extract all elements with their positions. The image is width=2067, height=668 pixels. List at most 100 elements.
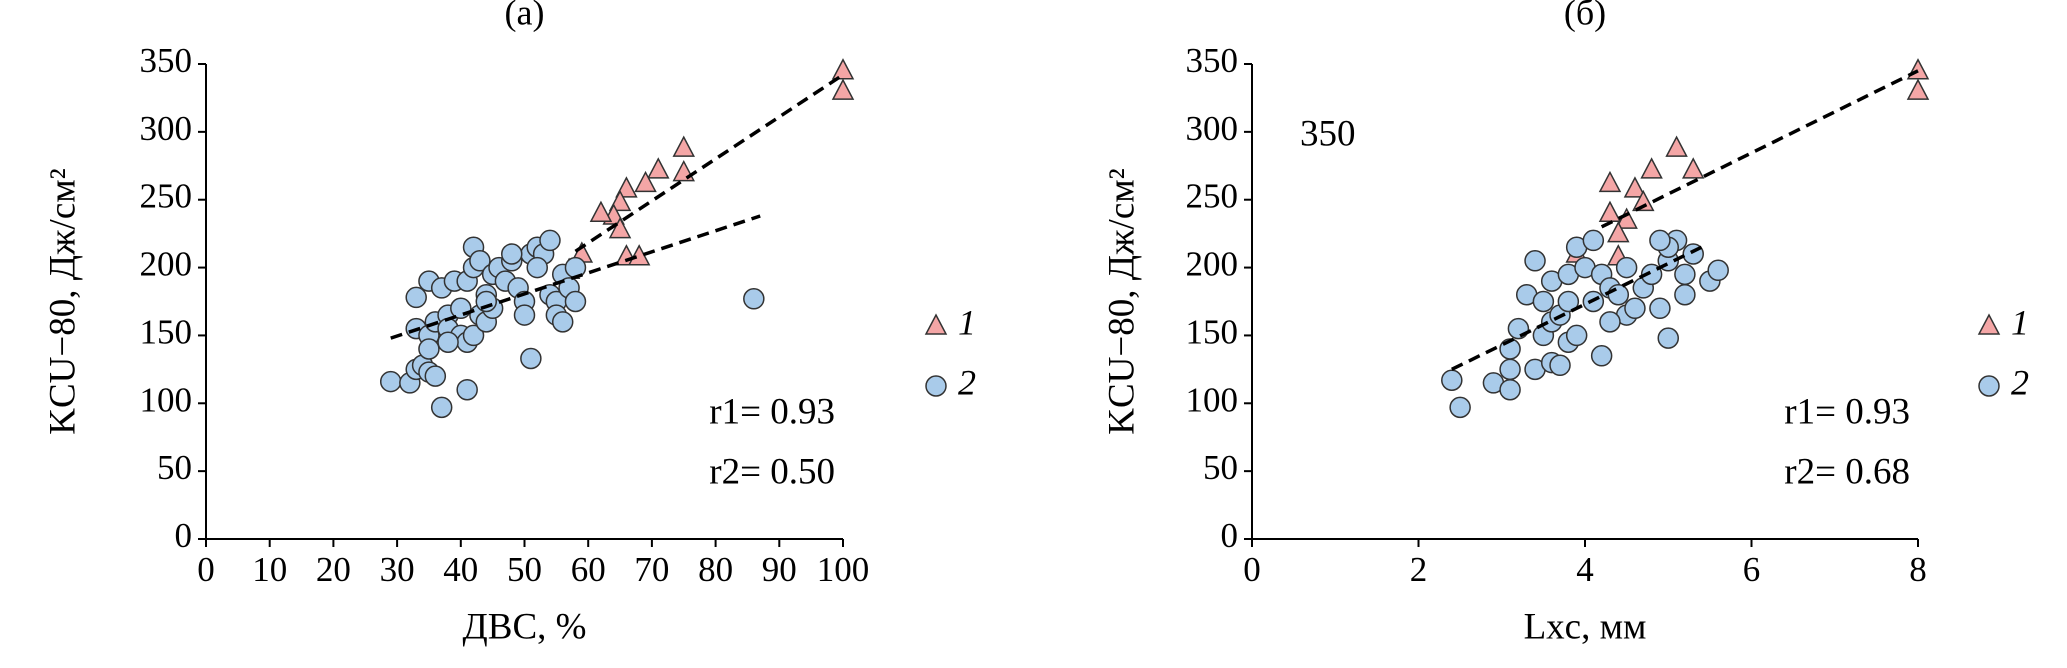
circle-marker xyxy=(925,375,947,397)
circle-marker xyxy=(1499,378,1521,401)
x-tick-label: 70 xyxy=(634,550,669,589)
annotation: r2= 0.68 xyxy=(1784,451,1910,492)
fit-line xyxy=(390,214,761,340)
x-tick-label: 80 xyxy=(698,550,733,589)
circle-marker xyxy=(462,324,485,347)
x-tick-label: 10 xyxy=(252,550,287,589)
x-tick-label: 40 xyxy=(443,550,478,589)
triangle-marker xyxy=(831,78,855,100)
triangle-marker xyxy=(1640,157,1663,179)
circle-marker xyxy=(513,304,536,326)
triangle-marker xyxy=(672,159,695,182)
circle-marker xyxy=(1607,283,1630,306)
x-tick-label: 0 xyxy=(1243,550,1261,589)
fit-line xyxy=(1451,245,1703,371)
x-tick-label: 100 xyxy=(817,550,870,589)
circle-marker xyxy=(1649,229,1671,252)
y-tick-label: 50 xyxy=(157,448,192,487)
triangle-marker xyxy=(615,176,638,198)
x-axis-label: ДВС, % xyxy=(463,606,587,647)
x-axis-label: Lxc, мм xyxy=(1524,606,1647,647)
triangle-marker xyxy=(589,200,613,223)
legend-label: 2 xyxy=(958,362,976,402)
x-tick-label: 90 xyxy=(762,550,797,589)
y-tick-label: 250 xyxy=(140,177,193,216)
triangle-marker xyxy=(1977,313,2001,335)
circle-marker xyxy=(1549,354,1571,377)
triangle-marker xyxy=(1623,176,1647,198)
annotation: r2= 0.50 xyxy=(709,451,835,492)
circle-marker xyxy=(743,288,765,310)
circle-marker xyxy=(475,290,498,313)
circle-marker xyxy=(1674,283,1696,306)
circle-marker xyxy=(1624,297,1646,320)
circle-marker xyxy=(379,370,402,393)
x-tick-label: 30 xyxy=(380,550,415,589)
circle-marker xyxy=(1599,311,1621,333)
circle-marker xyxy=(1507,317,1530,340)
circle-marker xyxy=(1707,259,1729,282)
circle-marker xyxy=(1557,290,1580,313)
circle-marker xyxy=(456,378,478,401)
x-tick-label: 4 xyxy=(1576,550,1594,589)
y-tick-label: 200 xyxy=(140,245,193,284)
triangle-marker xyxy=(647,157,670,179)
x-tick-label: 6 xyxy=(1743,550,1761,589)
circle-marker xyxy=(501,243,523,265)
y-tick-label: 50 xyxy=(1203,448,1238,487)
legend-label: 1 xyxy=(2011,302,2029,342)
circle-marker xyxy=(1640,263,1663,286)
y-tick-label: 300 xyxy=(1186,109,1239,148)
x-tick-label: 50 xyxy=(507,550,542,589)
y-tick-label: 100 xyxy=(140,380,193,419)
circle-marker xyxy=(1590,345,1613,367)
y-tick-label: 300 xyxy=(140,109,193,148)
legend-label: 1 xyxy=(958,302,976,342)
circle-marker xyxy=(564,290,587,313)
y-tick-label: 200 xyxy=(1186,245,1239,284)
triangle-marker xyxy=(672,135,695,157)
y-tick-label: 0 xyxy=(1221,516,1239,555)
triangle-marker xyxy=(1665,135,1688,157)
fit-line xyxy=(574,73,844,253)
annotation: r1= 0.93 xyxy=(709,391,835,432)
x-tick-label: 8 xyxy=(1909,550,1927,589)
circle-marker xyxy=(1978,375,2000,397)
y-axis-label: KCU−80, Дж/см² xyxy=(42,168,83,435)
y-tick-label: 150 xyxy=(1186,312,1239,351)
triangle-marker xyxy=(1607,221,1630,243)
annotation: 350 xyxy=(1300,113,1356,154)
x-tick-label: 0 xyxy=(197,550,215,589)
legend-label: 2 xyxy=(2011,362,2029,402)
circle-marker xyxy=(1649,297,1671,320)
circle-marker xyxy=(551,311,574,333)
y-tick-label: 350 xyxy=(140,41,193,80)
chart-title: (б) xyxy=(1564,0,1606,32)
circle-marker xyxy=(424,365,447,387)
circle-marker xyxy=(526,256,548,279)
triangle-marker xyxy=(1906,78,1930,100)
triangle-marker xyxy=(1598,170,1622,193)
triangle-marker xyxy=(608,189,632,212)
circle-marker xyxy=(450,297,472,320)
circle-marker xyxy=(437,331,459,353)
circle-marker xyxy=(1674,263,1696,286)
y-tick-label: 150 xyxy=(140,312,193,351)
circle-marker xyxy=(430,396,453,419)
triangle-marker xyxy=(1681,157,1705,179)
circle-marker xyxy=(1499,358,1521,381)
y-tick-label: 350 xyxy=(1186,41,1239,80)
circle-marker xyxy=(539,229,561,252)
annotation: r1= 0.93 xyxy=(1784,391,1910,432)
circle-marker xyxy=(1582,229,1605,252)
circle-marker xyxy=(1532,290,1555,313)
circle-marker xyxy=(1657,327,1679,349)
x-tick-label: 20 xyxy=(316,550,351,589)
fit-line xyxy=(1600,69,1919,229)
triangle-marker xyxy=(1632,189,1655,212)
circle-marker xyxy=(1441,369,1463,391)
circle-marker xyxy=(1449,396,1471,419)
y-tick-label: 0 xyxy=(175,516,193,555)
circle-marker xyxy=(1615,256,1638,279)
